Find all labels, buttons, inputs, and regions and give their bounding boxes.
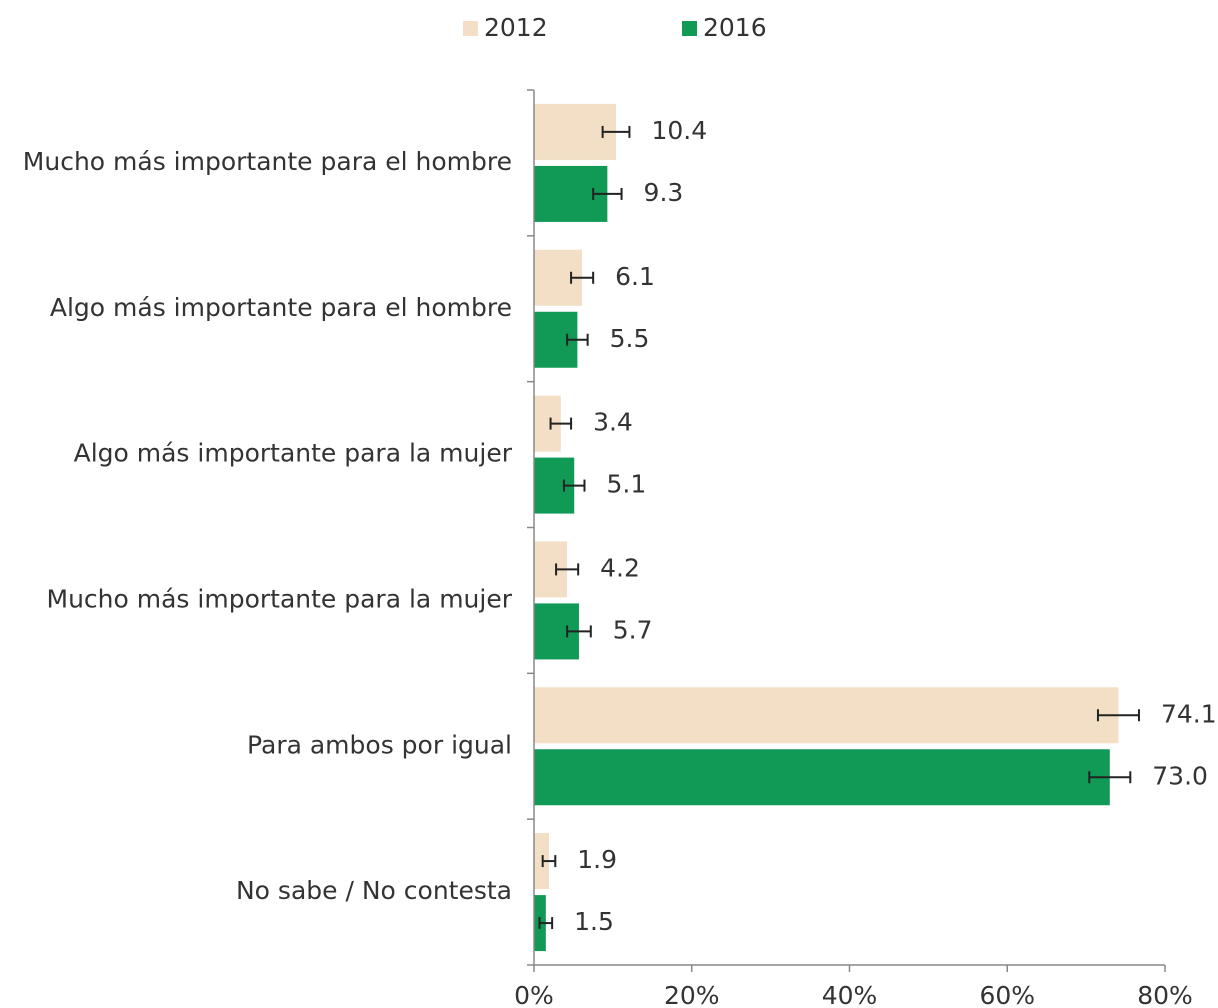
value-label: 4.2 [600, 553, 640, 582]
error-bar [1088, 771, 1132, 784]
category-label: Para ambos por igual [247, 730, 512, 759]
error-bar [538, 917, 554, 930]
error-bar [601, 125, 631, 138]
x-tick-label: 20% [664, 981, 720, 1008]
x-tick-label: 60% [979, 981, 1035, 1008]
error-bar [1096, 709, 1140, 722]
error-bar [541, 855, 557, 868]
legend-swatch [463, 21, 478, 36]
x-tick-label: 40% [822, 981, 878, 1008]
legend-label: 2016 [703, 13, 767, 42]
value-label: 6.1 [615, 262, 655, 291]
value-label: 1.5 [574, 907, 614, 936]
value-label: 74.1 [1161, 699, 1217, 728]
error-bar [566, 333, 589, 346]
bar [534, 833, 549, 890]
x-tick-label: 0% [514, 981, 554, 1008]
value-label: 9.3 [644, 178, 684, 207]
category-label: Mucho más importante para el hombre [23, 147, 512, 176]
category-label: Mucho más importante para la mujer [47, 584, 513, 613]
category-label: No sabe / No contesta [236, 876, 512, 905]
x-tick-label: 80% [1137, 981, 1193, 1008]
category-label: Algo más importante para la mujer [74, 439, 513, 468]
error-bar [570, 271, 595, 284]
bar [534, 749, 1110, 806]
category-label: Algo más importante para el hombre [50, 293, 512, 322]
legend-swatch [682, 21, 697, 36]
value-label: 5.7 [613, 615, 653, 644]
bar [534, 687, 1119, 744]
value-label: 5.1 [606, 470, 646, 499]
value-label: 3.4 [593, 408, 633, 437]
value-label: 1.9 [577, 845, 617, 874]
error-bar [592, 187, 623, 200]
value-label: 5.5 [610, 324, 650, 353]
value-label: 10.4 [651, 116, 707, 145]
error-bar [562, 479, 586, 492]
legend-label: 2012 [484, 13, 548, 42]
error-bar [555, 563, 580, 576]
error-bar [549, 417, 573, 430]
value-label: 73.0 [1152, 761, 1208, 790]
error-bar [566, 625, 592, 638]
